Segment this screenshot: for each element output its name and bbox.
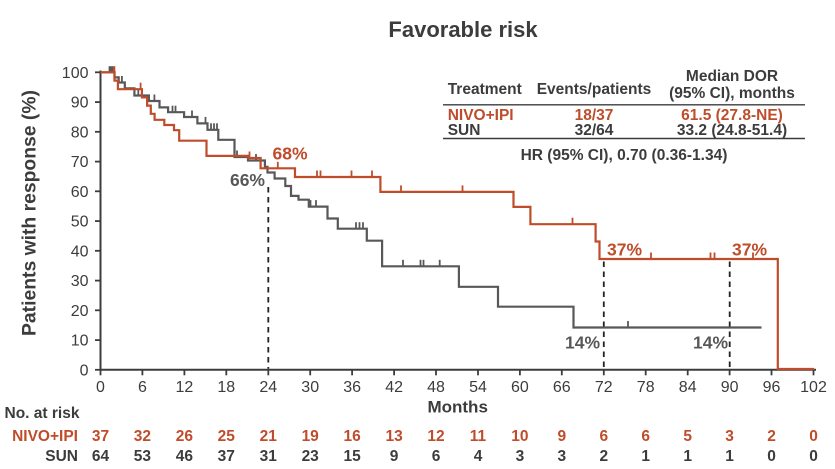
svg-text:No. at risk: No. at risk	[5, 405, 80, 422]
svg-text:25: 25	[218, 428, 236, 445]
svg-text:60: 60	[511, 379, 529, 396]
svg-text:102: 102	[800, 379, 827, 396]
svg-text:37%: 37%	[607, 240, 642, 260]
svg-text:31: 31	[260, 448, 278, 465]
svg-text:84: 84	[679, 379, 697, 396]
svg-text:36: 36	[343, 379, 361, 396]
svg-text:12: 12	[427, 428, 444, 445]
svg-text:NIVO+IPI: NIVO+IPI	[12, 428, 78, 445]
svg-text:0: 0	[96, 379, 105, 396]
svg-text:4: 4	[474, 448, 483, 465]
svg-text:37: 37	[218, 448, 235, 465]
svg-text:9: 9	[390, 448, 399, 465]
svg-text:30: 30	[71, 273, 89, 290]
svg-text:0: 0	[809, 428, 818, 445]
svg-text:18/37: 18/37	[575, 107, 614, 124]
svg-text:6: 6	[432, 448, 441, 465]
svg-text:90: 90	[721, 379, 739, 396]
svg-text:9: 9	[557, 428, 566, 445]
svg-text:37%: 37%	[732, 240, 767, 260]
svg-text:23: 23	[302, 448, 320, 465]
svg-text:15: 15	[343, 448, 361, 465]
svg-text:78: 78	[637, 379, 655, 396]
svg-text:72: 72	[595, 379, 613, 396]
svg-text:11: 11	[470, 428, 487, 445]
svg-text:14%: 14%	[693, 333, 728, 353]
svg-text:6: 6	[599, 428, 608, 445]
svg-text:70: 70	[71, 154, 89, 171]
svg-text:68%: 68%	[273, 144, 308, 164]
svg-text:13: 13	[385, 428, 403, 445]
svg-text:30: 30	[301, 379, 319, 396]
svg-text:66: 66	[553, 379, 571, 396]
svg-text:Favorable risk: Favorable risk	[388, 17, 538, 42]
svg-text:19: 19	[302, 428, 320, 445]
svg-text:HR (95% CI), 0.70 (0.36-1.34): HR (95% CI), 0.70 (0.36-1.34)	[521, 147, 728, 164]
svg-text:48: 48	[427, 379, 445, 396]
svg-text:60: 60	[71, 184, 89, 201]
svg-text:14%: 14%	[565, 333, 600, 353]
svg-text:Median DOR: Median DOR	[686, 68, 778, 85]
svg-text:61.5 (27.8-NE): 61.5 (27.8-NE)	[681, 107, 783, 124]
svg-text:3: 3	[557, 448, 566, 465]
svg-text:54: 54	[469, 379, 487, 396]
svg-text:37: 37	[92, 428, 109, 445]
svg-text:Events/patients: Events/patients	[537, 81, 652, 98]
svg-text:0: 0	[809, 448, 818, 465]
svg-text:46: 46	[176, 448, 194, 465]
svg-text:0: 0	[767, 448, 776, 465]
svg-text:16: 16	[343, 428, 361, 445]
svg-text:40: 40	[71, 243, 89, 260]
svg-text:21: 21	[260, 428, 278, 445]
svg-text:20: 20	[71, 303, 89, 320]
svg-text:32: 32	[134, 428, 151, 445]
svg-text:1: 1	[725, 448, 734, 465]
svg-text:10: 10	[511, 428, 528, 445]
svg-text:24: 24	[259, 379, 277, 396]
svg-text:3: 3	[725, 428, 734, 445]
svg-text:Patients with response (%): Patients with response (%)	[20, 90, 41, 336]
svg-text:5: 5	[683, 428, 692, 445]
svg-text:1: 1	[641, 448, 650, 465]
svg-text:(95% CI), months: (95% CI), months	[669, 85, 795, 102]
svg-text:2: 2	[767, 428, 776, 445]
svg-text:SUN: SUN	[45, 448, 78, 465]
svg-text:2: 2	[599, 448, 608, 465]
svg-text:0: 0	[80, 362, 89, 379]
svg-text:33.2 (24.8-51.4): 33.2 (24.8-51.4)	[677, 122, 787, 139]
svg-text:SUN: SUN	[448, 122, 481, 139]
svg-text:Treatment: Treatment	[448, 81, 522, 98]
svg-text:66%: 66%	[230, 170, 265, 190]
svg-text:12: 12	[176, 379, 194, 396]
svg-text:53: 53	[134, 448, 152, 465]
svg-text:100: 100	[62, 65, 89, 82]
svg-text:NIVO+IPI: NIVO+IPI	[448, 107, 514, 124]
svg-text:6: 6	[138, 379, 147, 396]
svg-text:1: 1	[683, 448, 692, 465]
svg-text:32/64: 32/64	[575, 122, 614, 139]
svg-text:10: 10	[71, 333, 89, 350]
svg-text:50: 50	[71, 214, 89, 231]
svg-text:90: 90	[71, 95, 89, 112]
svg-text:80: 80	[71, 124, 89, 141]
svg-text:64: 64	[92, 448, 110, 465]
svg-text:18: 18	[217, 379, 235, 396]
svg-text:42: 42	[385, 379, 403, 396]
svg-text:96: 96	[763, 379, 781, 396]
svg-text:Months: Months	[427, 398, 487, 417]
svg-text:26: 26	[176, 428, 194, 445]
svg-text:6: 6	[641, 428, 650, 445]
svg-text:3: 3	[516, 448, 525, 465]
